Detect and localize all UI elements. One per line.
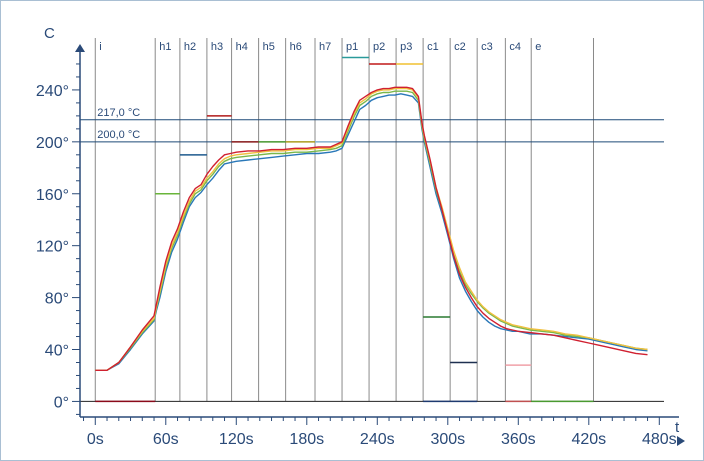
zone-label-c3: c3 <box>481 41 493 53</box>
x-axis-arrow <box>677 436 685 446</box>
y-tick-label: 160° <box>36 187 69 204</box>
y-tick-label: 200° <box>36 135 69 152</box>
x-tick-label: 60s <box>153 431 179 448</box>
y-axis-arrow <box>75 44 85 52</box>
reference-label: 217,0 °C <box>97 107 140 119</box>
y-tick-label: 80° <box>45 291 69 308</box>
y-tick-label: 0° <box>54 394 69 411</box>
zone-label-h7: h7 <box>319 41 331 53</box>
zone-label-h4: h4 <box>236 41 248 53</box>
zone-label-h1: h1 <box>159 41 171 53</box>
x-tick-label: 0s <box>87 431 104 448</box>
zone-label-p2: p2 <box>373 41 385 53</box>
x-tick-label: 180s <box>289 431 324 448</box>
zone-label-c1: c1 <box>427 41 439 53</box>
reference-label: 200,0 °C <box>97 129 140 141</box>
x-tick-label: 120s <box>219 431 254 448</box>
x-tick-label: 420s <box>571 431 606 448</box>
series-line-3 <box>95 87 648 371</box>
x-tick-label: 360s <box>501 431 536 448</box>
zone-label-h6: h6 <box>290 41 302 53</box>
zone-label-p3: p3 <box>400 41 412 53</box>
series-line-4 <box>95 86 648 371</box>
series-line-2 <box>95 90 648 371</box>
zone-label-h5: h5 <box>263 41 275 53</box>
x-tick-label: 300s <box>430 431 465 448</box>
y-tick-label: 240° <box>36 83 69 100</box>
zone-label-p1: p1 <box>346 41 358 53</box>
zone-label-c4: c4 <box>509 41 521 53</box>
y-tick-label: 40° <box>45 343 69 360</box>
zone-label-i: i <box>99 41 101 53</box>
x-axis-title: t <box>675 419 680 436</box>
y-tick-label: 120° <box>36 239 69 256</box>
x-tick-label: 240s <box>360 431 395 448</box>
series-line-1 <box>95 93 648 371</box>
x-tick-label: 480s <box>642 431 677 448</box>
zone-label-c2: c2 <box>454 41 466 53</box>
zone-label-e: e <box>535 41 541 53</box>
zone-label-h3: h3 <box>211 41 223 53</box>
zone-label-h2: h2 <box>184 41 196 53</box>
y-axis-title: C <box>44 25 55 42</box>
